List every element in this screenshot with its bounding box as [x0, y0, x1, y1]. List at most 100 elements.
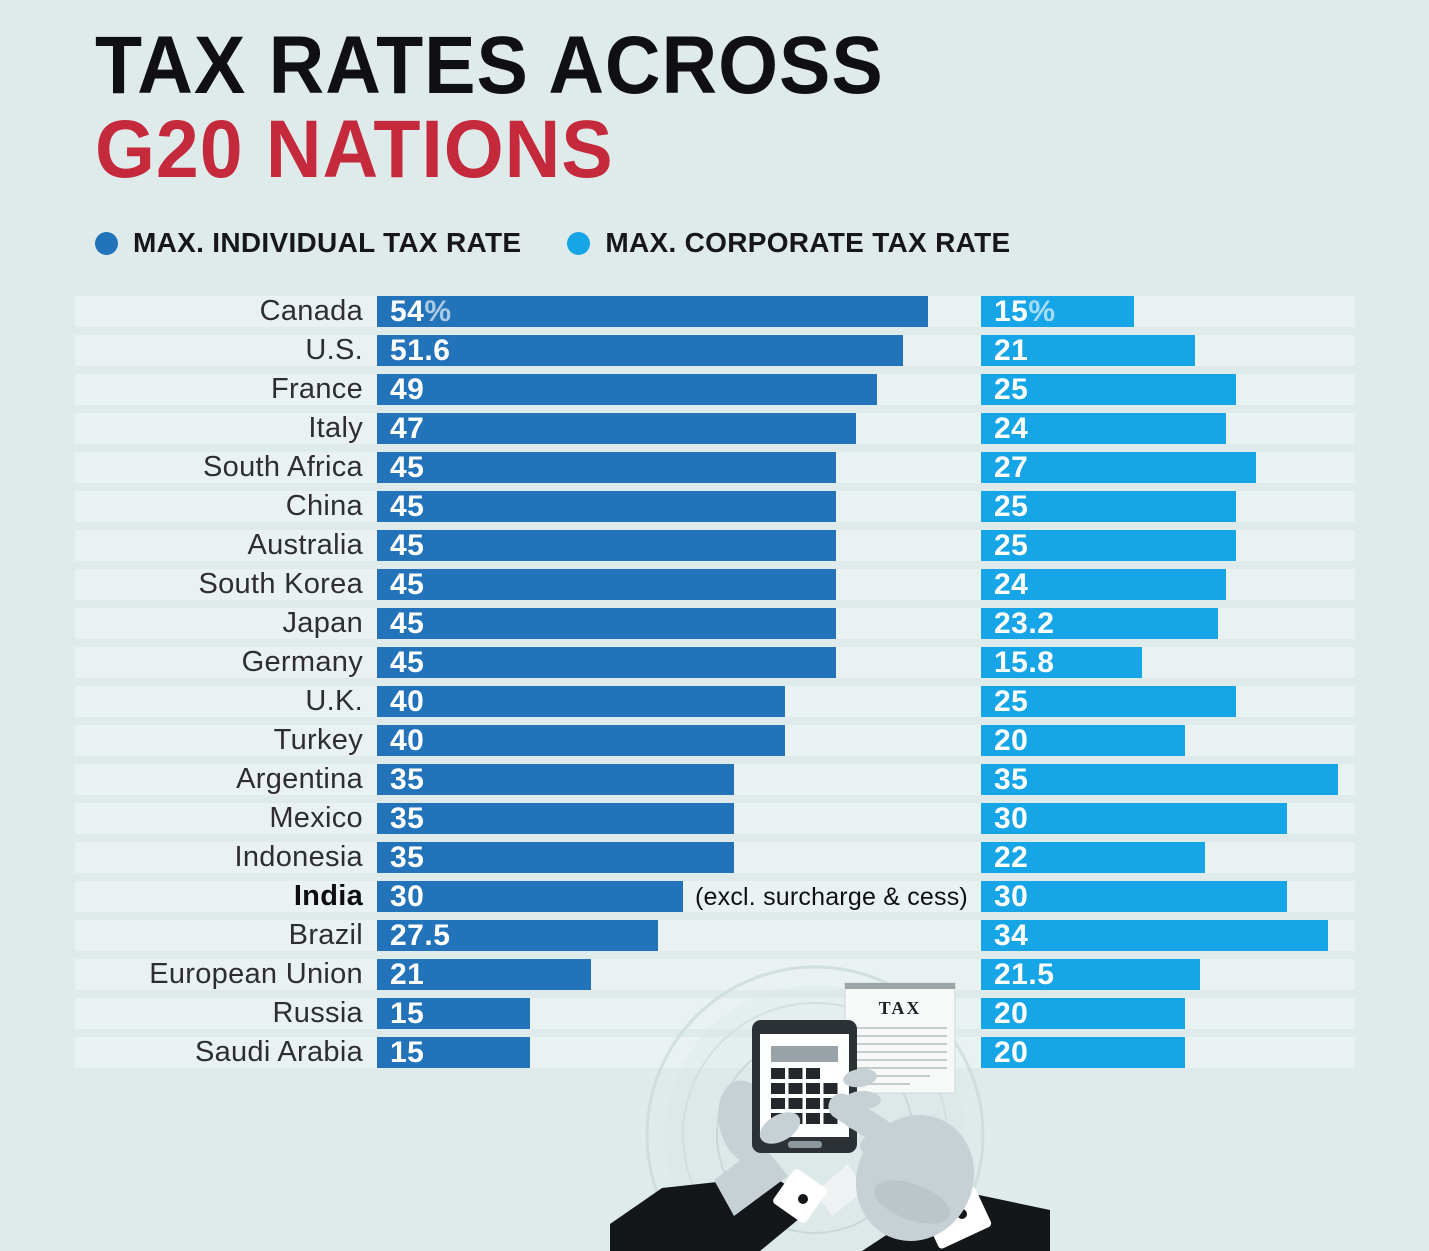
chart-row: Saudi Arabia 15 20	[75, 1036, 1355, 1069]
chart-row: France 49 25	[75, 373, 1355, 406]
chart-row: Russia 15 20	[75, 997, 1355, 1030]
corporate-bar: 30	[981, 803, 1287, 835]
individual-bar-value: 35	[390, 802, 425, 835]
country-label: European Union	[149, 958, 363, 990]
corporate-bar: 20	[981, 997, 1185, 1030]
individual-bar-value: 15	[390, 997, 425, 1030]
individual-bar: 49	[377, 373, 877, 406]
corporate-bar-value: 24	[994, 412, 1029, 445]
individual-bar: 54%	[377, 295, 928, 328]
individual-bar-value: 49	[390, 373, 425, 406]
corporate-bar-value: 25	[994, 685, 1029, 718]
corporate-legend-dot-icon	[567, 231, 591, 255]
country-label: Mexico	[269, 802, 363, 834]
country-label: Japan	[282, 607, 363, 639]
country-label: Australia	[247, 529, 363, 561]
individual-bar: 30	[377, 880, 683, 913]
corporate-bar: 25	[981, 491, 1236, 523]
individual-bar: 27.5	[377, 919, 658, 952]
corporate-bar: 21	[981, 334, 1196, 367]
corporate-bar: 20	[981, 725, 1185, 757]
chart-row: U.K. 40 25	[75, 685, 1355, 718]
legend-individual-label: MAX. INDIVIDUAL TAX RATE	[133, 227, 522, 258]
individual-bar-value: 45	[390, 607, 425, 640]
corporate-bar-value: 35	[994, 763, 1029, 796]
chart-row: Indonesia 35 22	[75, 841, 1355, 874]
corporate-bar: 15.8	[981, 647, 1143, 679]
individual-bar-value: 21	[390, 958, 425, 991]
corporate-bar-value: 34	[994, 919, 1029, 952]
chart-row: Brazil 27.5 34	[75, 919, 1355, 952]
country-label: Italy	[308, 412, 363, 444]
individual-bar-value: 30	[390, 880, 425, 913]
individual-bar: 47	[377, 413, 857, 445]
individual-bar: 35	[377, 841, 734, 874]
corporate-bar-value: 20	[994, 997, 1029, 1030]
individual-bar: 51.6	[377, 335, 904, 367]
country-label: Indonesia	[234, 841, 363, 873]
country-label: Germany	[241, 646, 363, 678]
india-note: (excl. surcharge & cess)	[695, 883, 968, 911]
individual-bar: 45	[377, 490, 836, 523]
corporate-bar: 24	[981, 412, 1226, 445]
bar-chart: Canada 54% 15% U.S. 51.6 21 France 49 25…	[75, 296, 1355, 1076]
country-label: South Africa	[203, 451, 363, 483]
individual-bar-value: 45	[390, 529, 425, 562]
left-thumb	[759, 1112, 801, 1144]
corporate-bar-value: 24	[994, 568, 1029, 601]
legend-item-individual: MAX. INDIVIDUAL TAX RATE	[95, 227, 521, 259]
tax-illustration: TAX	[610, 965, 1050, 1251]
chart-row: European Union 21 21.5	[75, 958, 1355, 991]
country-label: U.S.	[305, 334, 363, 366]
individual-bar-value: 35	[390, 763, 425, 796]
corporate-bar: 20	[981, 1036, 1185, 1069]
individual-bar-value: 40	[390, 685, 425, 718]
individual-bar: 35	[377, 763, 734, 796]
chart-row: Italy 47 24	[75, 412, 1355, 445]
individual-bar-value: 45	[390, 490, 425, 523]
chart-row: Turkey 40 20	[75, 724, 1355, 757]
corporate-bar: 21.5	[981, 958, 1201, 991]
country-label: Turkey	[273, 724, 363, 756]
corporate-bar: 35	[981, 763, 1338, 796]
corporate-bar: 25	[981, 529, 1236, 562]
individual-bar: 21	[377, 958, 592, 991]
individual-bar-value: 54%	[390, 295, 452, 328]
tax-document-label: TAX	[879, 998, 922, 1018]
corporate-bar-value: 25	[994, 529, 1029, 562]
chart-row: Germany 45 15.8	[75, 646, 1355, 679]
individual-bar: 45	[377, 647, 836, 679]
country-label: Saudi Arabia	[194, 1036, 363, 1068]
legend-corporate-label: MAX. CORPORATE TAX RATE	[605, 227, 1011, 258]
individual-bar: 15	[377, 997, 530, 1030]
corporate-bar-value: 20	[994, 1036, 1029, 1069]
corporate-bar: 34	[981, 919, 1328, 952]
corporate-bar-value: 25	[994, 373, 1029, 406]
individual-bar-value: 45	[390, 451, 425, 484]
chart-row: China 45 25	[75, 490, 1355, 523]
legend: MAX. INDIVIDUAL TAX RATE MAX. CORPORATE …	[95, 227, 1010, 259]
individual-bar: 45	[377, 529, 836, 562]
individual-bar: 15	[377, 1036, 530, 1069]
country-label: Canada	[259, 295, 363, 327]
corporate-bar-value: 21.5	[994, 958, 1055, 991]
corporate-bar-value: 27	[994, 451, 1029, 484]
country-label: China	[285, 490, 363, 522]
country-label: Argentina	[236, 763, 363, 795]
corporate-bar: 15%	[981, 296, 1134, 328]
corporate-bar-value: 23.2	[994, 607, 1055, 640]
individual-bar: 45	[377, 607, 836, 640]
individual-bar-value: 35	[390, 841, 425, 874]
chart-row: India 30 30 (excl. surcharge & cess)	[75, 880, 1355, 913]
chart-row: U.S. 51.6 21	[75, 334, 1355, 367]
corporate-bar: 22	[981, 842, 1206, 874]
country-label: South Korea	[198, 568, 363, 600]
individual-bar-value: 15	[390, 1036, 425, 1069]
country-label: U.K.	[305, 685, 363, 717]
corporate-bar: 23.2	[981, 607, 1218, 640]
corporate-bar-value: 21	[994, 334, 1029, 367]
individual-bar-value: 27.5	[390, 919, 451, 952]
corporate-bar: 25	[981, 685, 1236, 718]
country-label: India	[293, 880, 363, 912]
individual-bar: 40	[377, 725, 785, 757]
